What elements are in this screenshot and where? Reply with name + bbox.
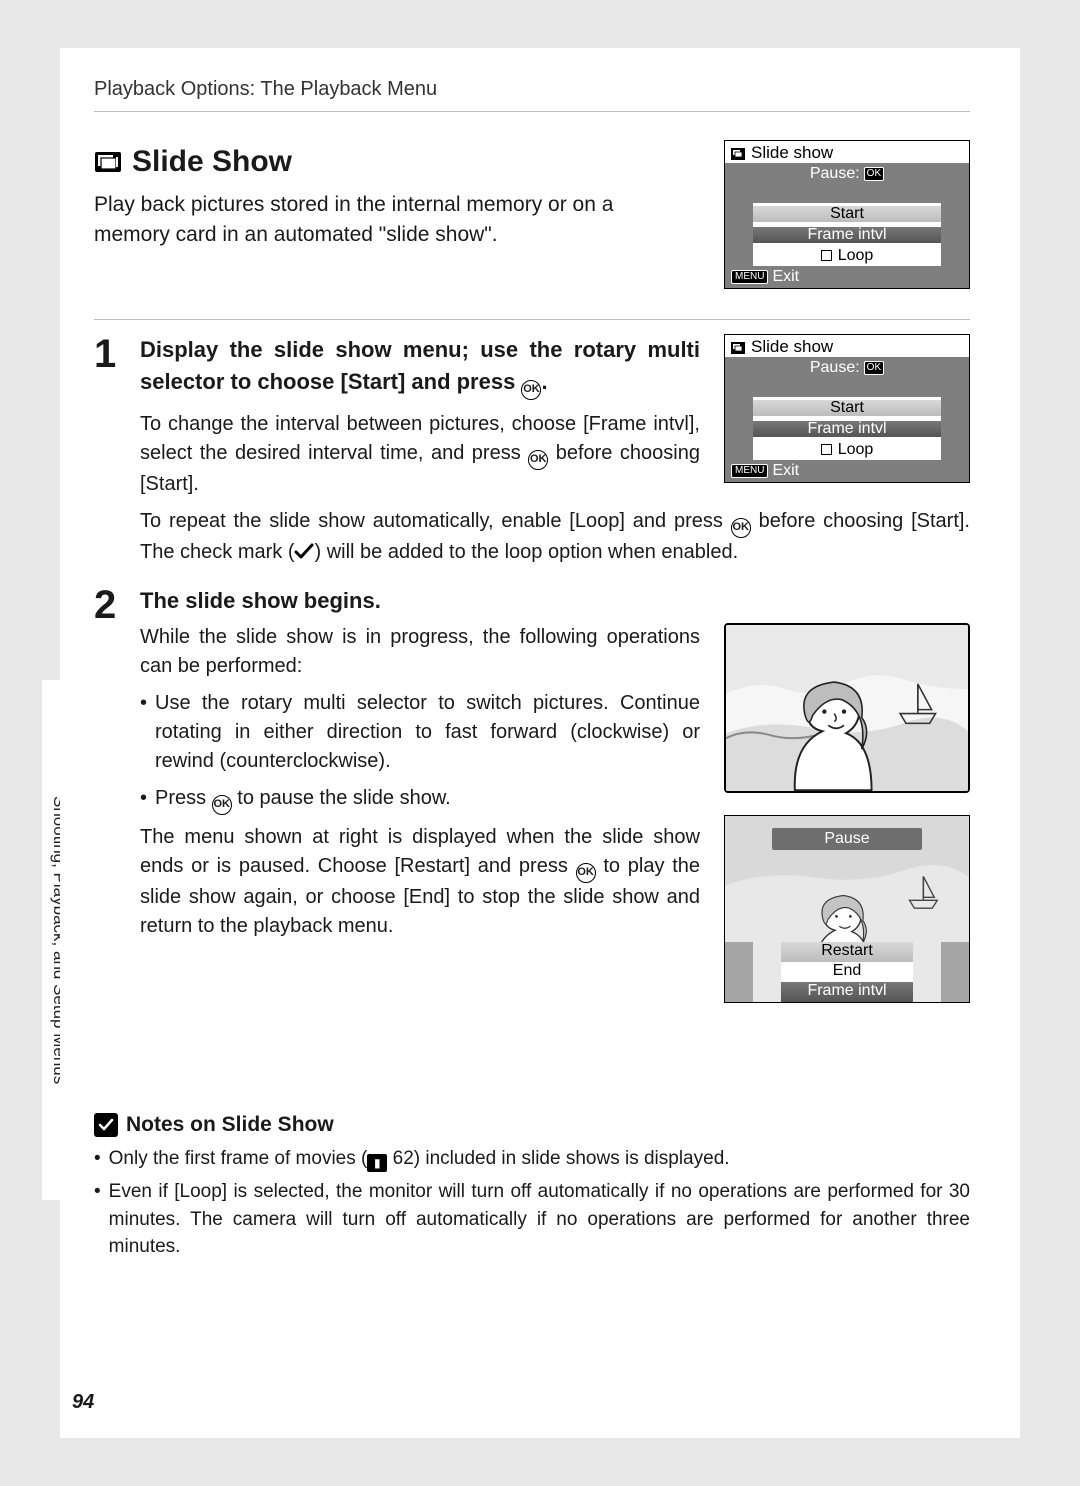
menu-badge: MENU (731, 270, 768, 284)
section-title: Slide Show (132, 140, 292, 184)
step-number: 1 (94, 334, 126, 567)
ok-icon: OK (212, 795, 232, 815)
section-intro: Play back pictures stored in the interna… (94, 190, 694, 251)
pause-restart: Restart (781, 942, 913, 962)
step1-heading: Display the slide show menu; use the rot… (140, 334, 700, 400)
step1-para1: To change the interval between pictures,… (140, 410, 700, 499)
step2-bullet2: •Press OK to pause the slide show. (140, 784, 700, 815)
step-1: 1 Display the slide show menu; use the r… (94, 334, 970, 567)
notes-icon (94, 1113, 118, 1137)
step-number: 2 (94, 585, 126, 1003)
notes-block: Notes on Slide Show •Only the first fram… (94, 1113, 970, 1261)
checkbox-icon (821, 250, 832, 261)
page: Playback Options: The Playback Menu Slid… (60, 48, 1020, 1438)
notes-title: Notes on Slide Show (126, 1113, 334, 1137)
step2-para2: The menu shown at right is displayed whe… (140, 823, 700, 941)
step-2: 2 The slide show begins. While the slide… (94, 585, 970, 1003)
breadcrumb: Playback Options: The Playback Menu (94, 78, 970, 112)
ok-icon: OK (576, 863, 596, 883)
pause-frame: Frame intvl (781, 982, 913, 1002)
check-icon (294, 541, 314, 563)
ok-icon: OK (521, 380, 541, 400)
step1-para2: To repeat the slide show automatically, … (140, 507, 970, 567)
step2-para1: While the slide show is in progress, the… (140, 623, 700, 681)
notes-bullet2: •Even if [Loop] is selected, the monitor… (94, 1178, 970, 1261)
ok-badge: OK (864, 167, 884, 181)
movie-icon: ▮ (367, 1154, 387, 1172)
lcd-loop: Loop (838, 248, 874, 264)
lcd-screen-1: Slide show Pause: OK Start Frame intvl L… (724, 140, 970, 289)
lcd-start: Start (753, 206, 941, 222)
slideshow-icon (94, 151, 122, 173)
pause-label: Pause (772, 828, 922, 850)
lcd-frame: Frame intvl (753, 227, 941, 243)
step2-bullet1: •Use the rotary multi selector to switch… (140, 689, 700, 776)
lcd-screen-2: Slide show Pause: OK Start Frame intvl L… (724, 334, 970, 483)
lcd-pause: Pause: (810, 166, 860, 182)
lcd-title: Slide show (751, 144, 833, 161)
page-number: 94 (72, 1391, 94, 1414)
pause-thumbnail: Pause Restart End Frame intvl (724, 815, 970, 1003)
ok-icon: OK (528, 450, 548, 470)
lcd-exit: Exit (772, 269, 799, 285)
notes-bullet1: •Only the first frame of movies (▮ 62) i… (94, 1145, 970, 1173)
ok-icon: OK (731, 518, 751, 538)
pause-end: End (781, 962, 913, 982)
step2-heading: The slide show begins. (140, 585, 970, 617)
photo-thumbnail (724, 623, 970, 793)
